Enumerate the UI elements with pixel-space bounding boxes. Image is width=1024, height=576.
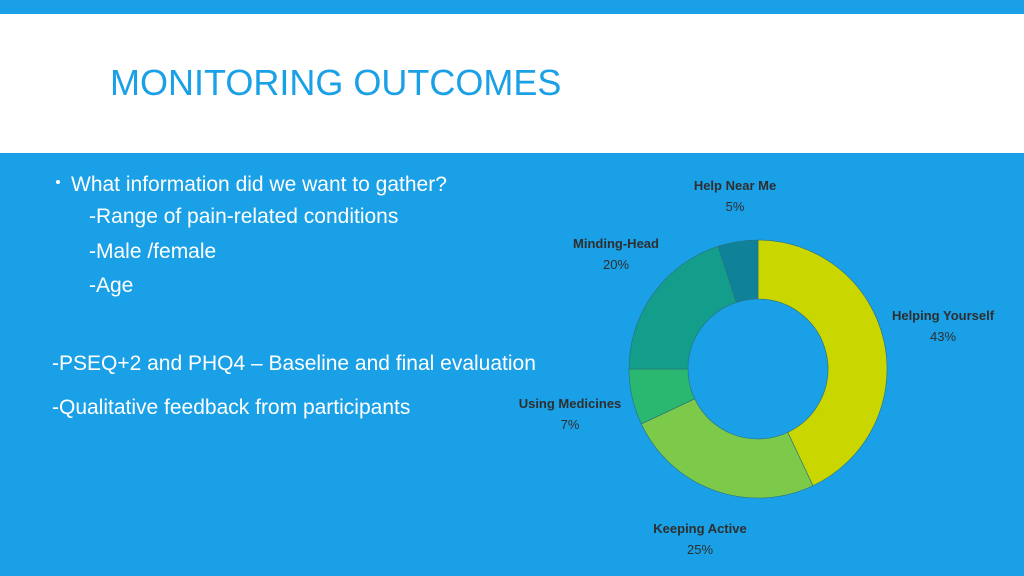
slice-label-value: 43% (930, 329, 956, 344)
donut-slice-helping-yourself (757, 239, 888, 487)
donut-slice-help-near-me (717, 239, 759, 303)
sub-item-age: -Age (89, 274, 134, 297)
slice-label-name: Using Medicines (519, 396, 622, 411)
donut-chart: Helping Yourself 43% Keeping Active 25% Usin… (519, 178, 995, 557)
slice-label-value: 25% (687, 542, 713, 557)
bullet-icon (56, 180, 60, 184)
line-pseq: -PSEQ+2 and PHQ4 – Baseline and final ev… (52, 352, 536, 375)
slice-label-name: Help Near Me (694, 178, 776, 193)
slice-label-name: Keeping Active (653, 521, 746, 536)
donut-slice-keeping-active (640, 398, 814, 499)
slice-label-value: 20% (603, 257, 629, 272)
sub-item-conditions: -Range of pain-related conditions (89, 205, 399, 228)
line-feedback: -Qualitative feedback from participants (52, 396, 411, 419)
donut-slice-minding-head (628, 245, 737, 370)
slice-label-value: 7% (561, 417, 580, 432)
sub-item-gender: -Male /female (89, 240, 217, 263)
bullet-heading: What information did we want to gather? (71, 173, 447, 196)
slice-label-name: Minding-Head (573, 236, 659, 251)
top-accent-strip (0, 0, 1024, 14)
slide-title: MONITORING OUTCOMES (110, 62, 562, 103)
slice-label-name: Helping Yourself (892, 308, 995, 323)
slice-label-value: 5% (726, 199, 745, 214)
title-band (0, 14, 1024, 153)
